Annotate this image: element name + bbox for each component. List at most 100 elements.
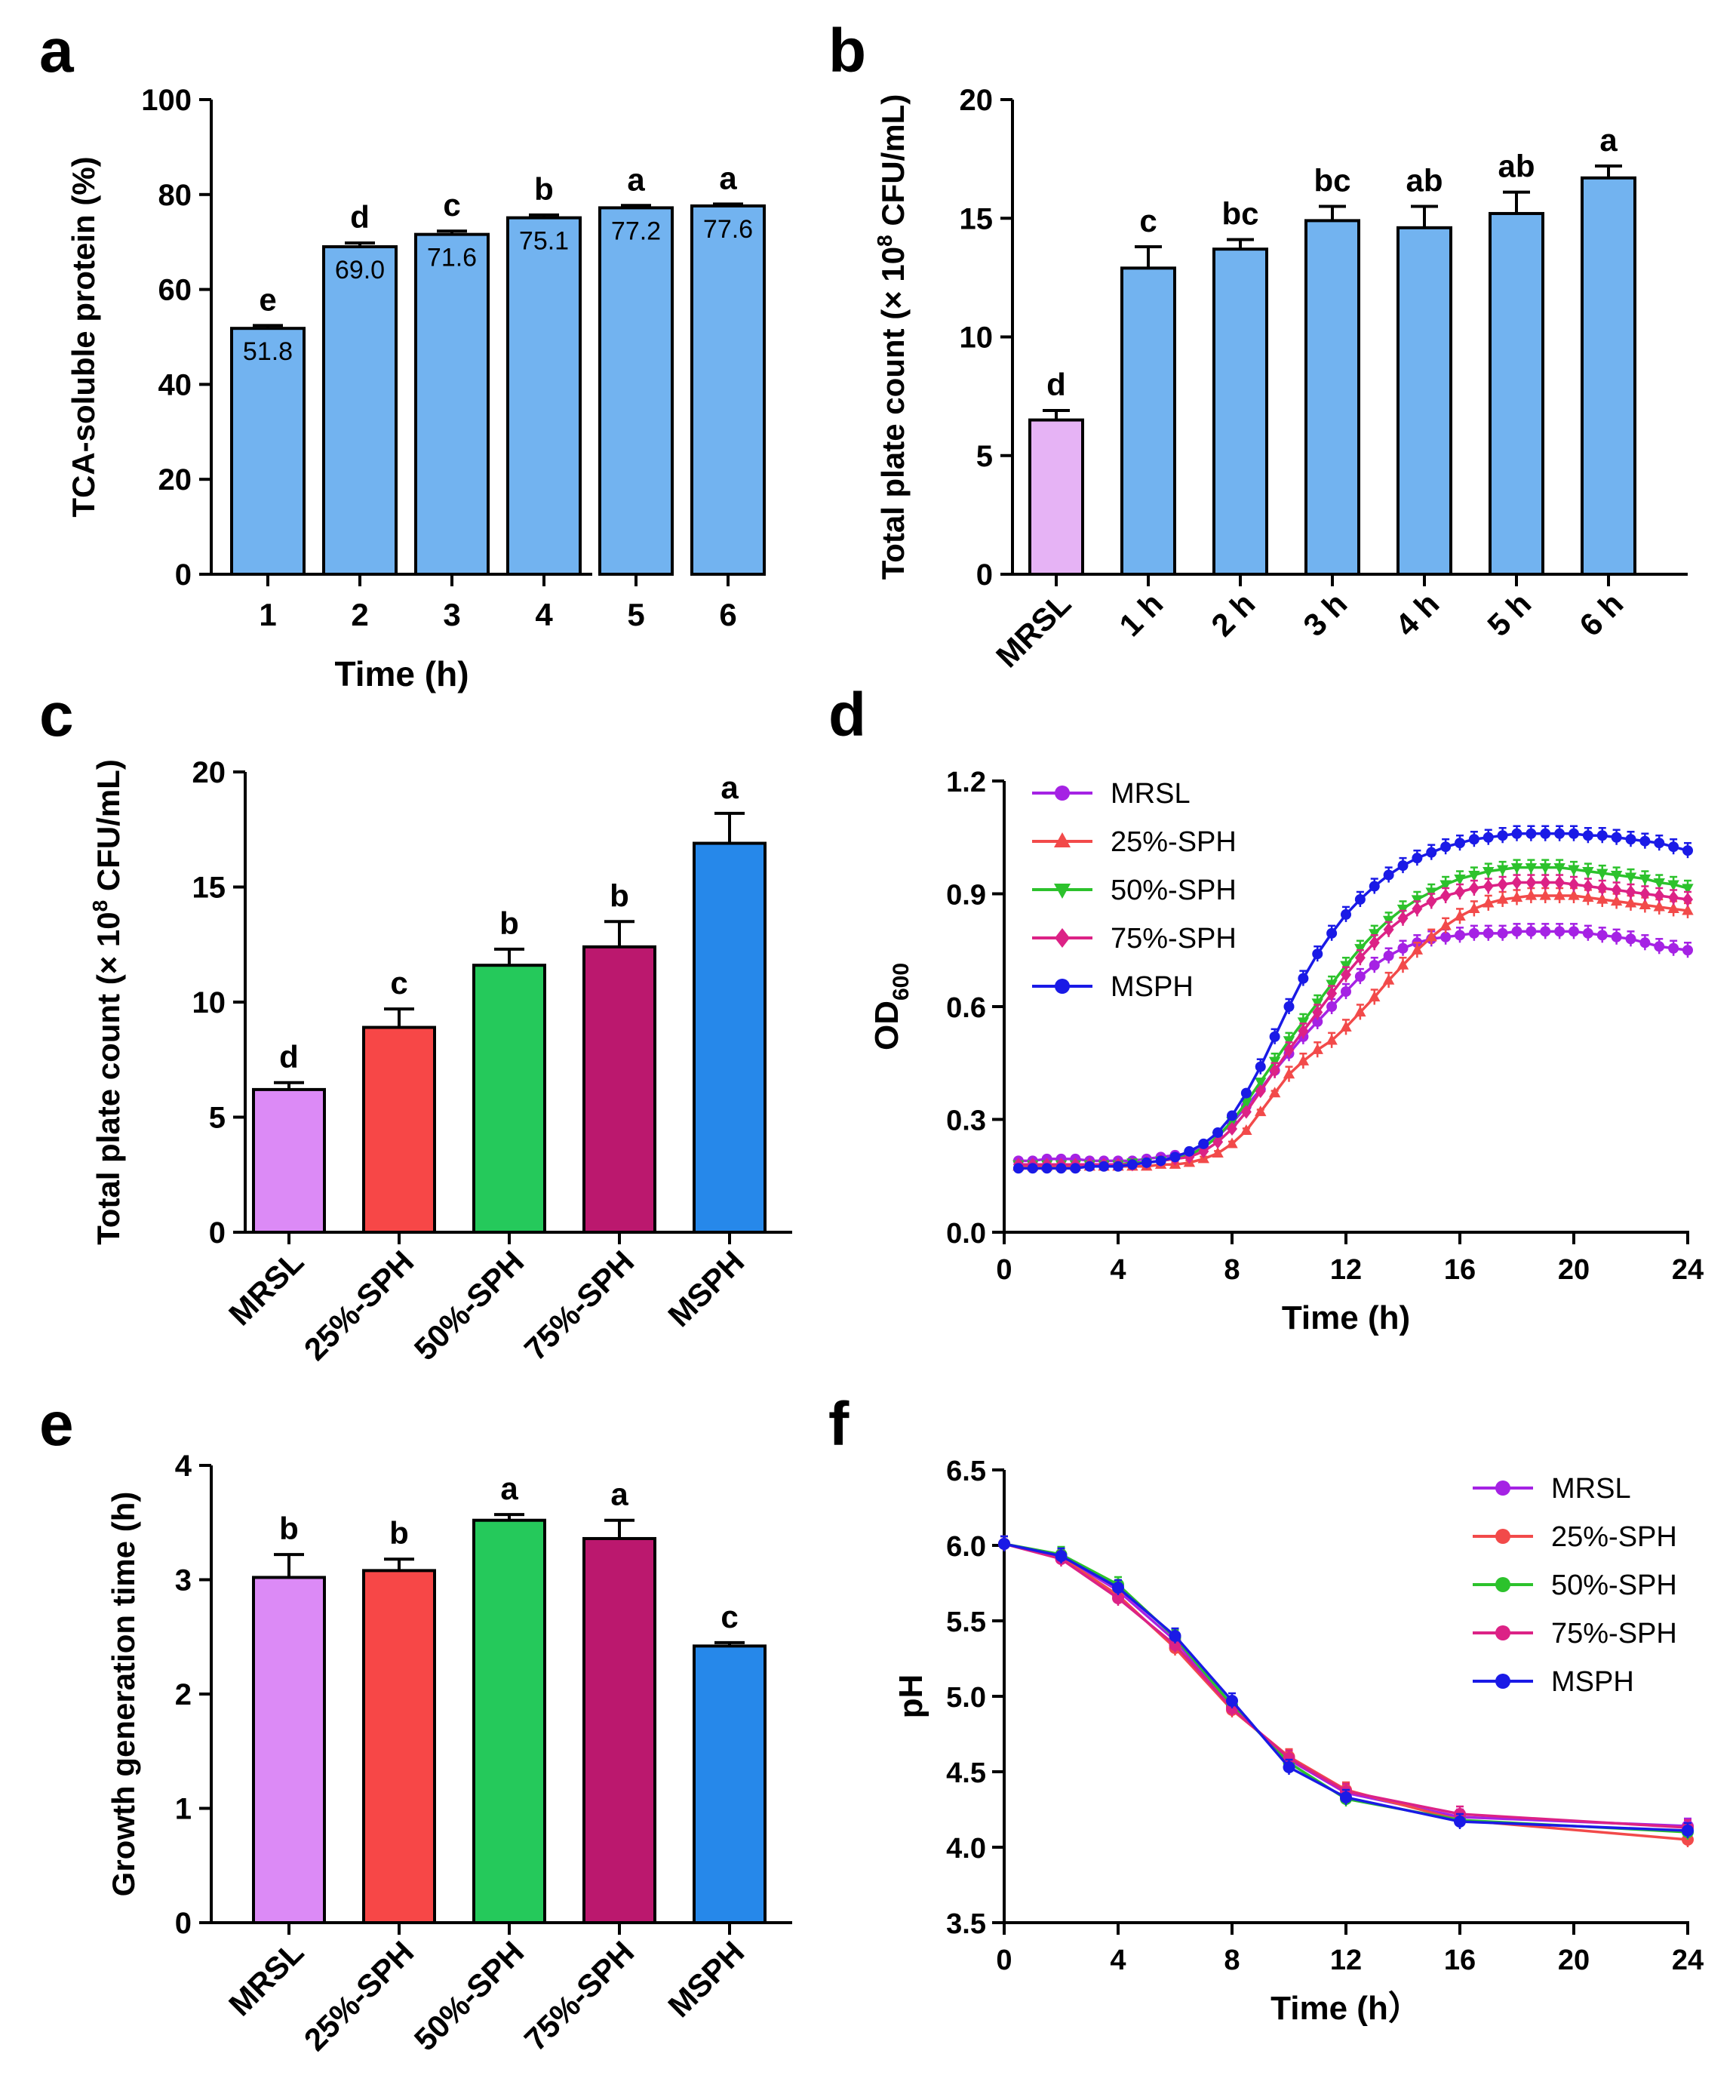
data-point — [1297, 1054, 1310, 1065]
bar — [414, 232, 490, 576]
data-point — [1495, 1529, 1510, 1544]
significance-letter: a — [719, 160, 737, 195]
bar — [252, 1576, 326, 1924]
y-tick-label: 0 — [976, 558, 993, 592]
significance-letter: b — [499, 905, 519, 941]
data-point — [1412, 853, 1423, 864]
data-point — [1611, 883, 1622, 897]
data-point — [1682, 845, 1693, 856]
data-point — [1298, 973, 1309, 984]
value-label: 77.6 — [703, 215, 753, 244]
x-tick-label: 25%-SPH — [297, 1934, 421, 2058]
y-tick-label: 0.6 — [946, 992, 986, 1024]
x-tick-label: 4 h — [1388, 586, 1446, 643]
legend-label: MRSL — [1111, 778, 1191, 810]
data-point — [1596, 881, 1608, 896]
data-point — [1539, 863, 1551, 875]
data-point — [1012, 1163, 1024, 1174]
x-tick-label: 8 — [1224, 1945, 1240, 1976]
data-point — [1055, 786, 1070, 801]
y-tick-label: 15 — [960, 202, 994, 235]
data-point — [1340, 1791, 1352, 1803]
data-point — [1495, 1577, 1510, 1592]
x-tick-label: 6 — [719, 597, 736, 632]
data-point — [1084, 1161, 1095, 1172]
data-point — [1624, 896, 1637, 908]
y-tick-label: 0.0 — [946, 1218, 986, 1250]
x-tick-label: 4 — [1110, 1254, 1126, 1286]
significance-letter: ab — [1498, 149, 1535, 184]
data-point — [1369, 991, 1381, 1002]
data-point — [1411, 943, 1424, 955]
data-point — [1440, 841, 1452, 853]
value-label: 69.0 — [335, 256, 385, 284]
data-point — [1483, 879, 1494, 893]
y-tick-label: 5 — [976, 440, 993, 473]
significance-letter: a — [610, 1477, 628, 1512]
bar — [362, 1569, 436, 1924]
data-point — [1468, 927, 1479, 939]
data-point — [1055, 979, 1070, 994]
significance-letter: a — [1599, 122, 1618, 158]
data-point — [1311, 1043, 1323, 1054]
panel-label-d: d — [828, 681, 866, 749]
data-point — [1255, 1105, 1267, 1117]
x-tick-label: 75%-SPH — [518, 1244, 641, 1367]
ylabel-part: Total plate count (× 10 — [875, 247, 911, 580]
data-point — [1054, 884, 1071, 899]
bar — [690, 204, 766, 576]
series-MRSL — [1012, 923, 1693, 1167]
data-point — [1525, 889, 1538, 900]
panel-label-a: a — [39, 17, 75, 85]
ylabel-part: OD — [868, 1001, 905, 1050]
y-tick-label: 0.9 — [946, 880, 986, 912]
data-point — [1369, 881, 1380, 892]
data-point — [1639, 835, 1651, 847]
data-point — [1468, 834, 1479, 845]
data-point — [1682, 884, 1694, 895]
data-point — [1540, 926, 1551, 937]
data-point — [1326, 1034, 1338, 1045]
data-point — [1554, 875, 1565, 890]
data-point — [1653, 900, 1665, 912]
data-point — [1298, 1024, 1309, 1038]
data-point — [1625, 884, 1636, 899]
data-point — [998, 1538, 1010, 1550]
y-tick-label: 3 — [175, 1564, 192, 1597]
data-point — [1382, 973, 1395, 985]
x-tick-label: 25%-SPH — [297, 1244, 421, 1367]
data-point — [1568, 889, 1580, 900]
y-tick-label: 20 — [158, 463, 192, 497]
bar — [693, 1644, 767, 1925]
y-tick-label: 4.5 — [946, 1757, 986, 1789]
data-point — [1511, 875, 1522, 890]
data-point — [1540, 828, 1551, 839]
significance-letter: b — [279, 1511, 299, 1546]
data-point — [1326, 986, 1338, 1001]
data-point — [1212, 1135, 1224, 1149]
x-tick-label: 50%-SPH — [407, 1934, 531, 2058]
data-point — [1283, 1752, 1295, 1764]
y-tick-label: 6.5 — [946, 1456, 986, 1487]
data-point — [1682, 892, 1693, 907]
y-tick-label: 2 — [175, 1678, 192, 1711]
x-tick-label: 24 — [1672, 1254, 1704, 1286]
significance-letter: bc — [1314, 163, 1350, 198]
x-tick-label: 2 — [351, 597, 368, 632]
x-tick-label: 16 — [1444, 1254, 1476, 1286]
data-point — [1596, 830, 1608, 841]
data-point — [1455, 838, 1465, 849]
x-tick-label: MRSL — [989, 586, 1077, 674]
x-axis-title: Time (h） — [1271, 1990, 1421, 2027]
data-point — [1495, 1674, 1510, 1689]
x-tick-label: 8 — [1224, 1254, 1240, 1286]
data-point — [1212, 1127, 1224, 1138]
value-label: 71.6 — [427, 244, 477, 272]
data-point — [1497, 877, 1508, 892]
data-point — [1341, 967, 1351, 982]
data-point — [1596, 930, 1608, 941]
data-point — [1483, 832, 1494, 843]
data-point — [1569, 877, 1579, 892]
data-point — [1240, 1098, 1252, 1109]
bar — [693, 841, 767, 1234]
